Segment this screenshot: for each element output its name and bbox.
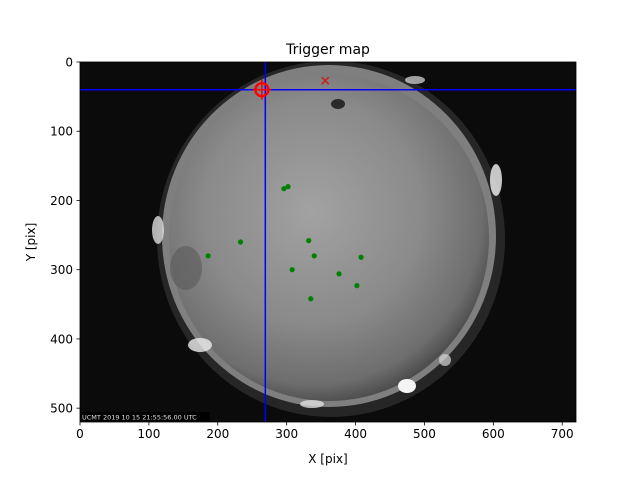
crosshair: [80, 62, 576, 422]
x-tick-label: 100: [137, 427, 160, 441]
y-tick-label: 200: [50, 194, 73, 208]
plot-area: UCMT 2019 10 15 21:55:56.00 UTC: [80, 62, 576, 422]
trigger-point: [205, 253, 211, 259]
trigger-point: [354, 283, 360, 289]
x-tick-label: 600: [482, 427, 505, 441]
trigger-point: [308, 296, 314, 302]
y-tick-label: 100: [50, 125, 73, 139]
chart-title: Trigger map: [285, 42, 370, 58]
sky-camera-image: UCMT 2019 10 15 21:55:56.00 UTC: [80, 62, 576, 422]
y-axis-ticks: 0 100 200 300 400 500: [50, 56, 80, 416]
x-tick-label: 500: [413, 427, 436, 441]
y-tick-label: 300: [50, 263, 73, 277]
x-axis-label: X [pix]: [308, 452, 347, 466]
timestamp-overlay: UCMT 2019 10 15 21:55:56.00 UTC: [82, 414, 197, 422]
trigger-point: [285, 184, 291, 190]
trigger-point: [358, 254, 364, 260]
y-tick-label: 400: [50, 332, 73, 346]
data-marks: [205, 76, 364, 302]
circle-plus-marker: [252, 79, 271, 100]
x-tick-label: 300: [275, 427, 298, 441]
trigger-point: [306, 238, 312, 244]
x-axis-ticks: 0 100 200 300 400 500 600 700: [76, 422, 574, 441]
trigger-point: [289, 267, 295, 273]
y-tick-label: 500: [50, 402, 73, 416]
trigger-point: [336, 271, 342, 277]
x-tick-label: 200: [206, 427, 229, 441]
trigger-point: [311, 253, 317, 259]
x-tick-label: 700: [551, 427, 574, 441]
trigger-point: [281, 186, 287, 192]
axes-frame: [79, 61, 577, 423]
y-tick-label: 0: [65, 56, 73, 70]
x-tick-label: 0: [76, 427, 84, 441]
x-tick-label: 400: [344, 427, 367, 441]
cross-marker: [321, 76, 330, 85]
y-axis-label: Y [pix]: [24, 223, 38, 263]
trigger-point: [237, 239, 244, 245]
